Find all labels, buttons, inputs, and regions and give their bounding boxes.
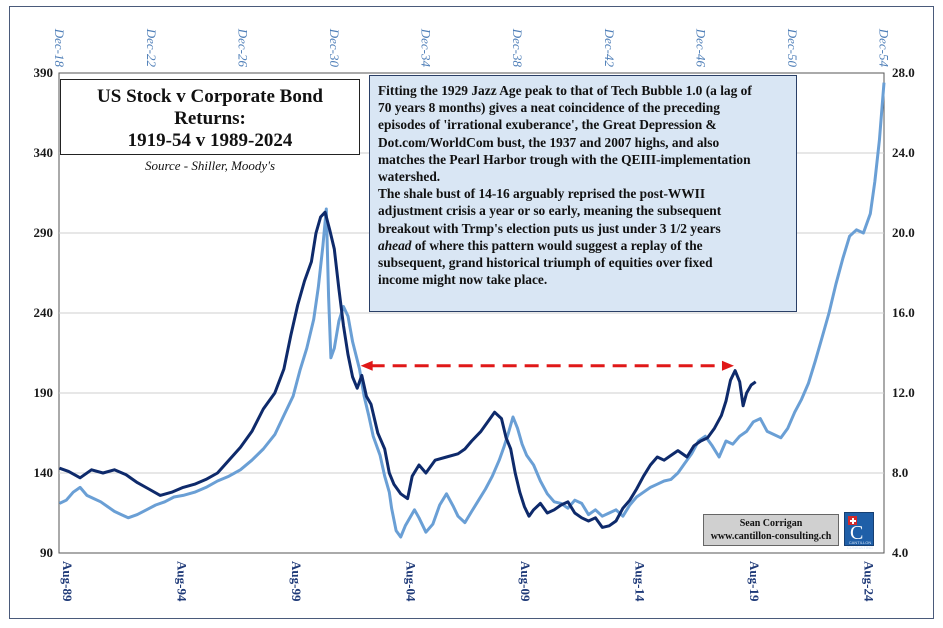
x-bottom-tick-label: Aug-04: [404, 561, 419, 602]
note-line: Dot.com/WorldCom bust, the 1937 and 2007…: [378, 134, 720, 150]
x-top-tick-label: Dec-22: [144, 28, 159, 68]
y-right-tick-label: 24.0: [892, 145, 915, 160]
chart-title-box: US Stock v Corporate Bond Returns: 1919-…: [60, 79, 360, 173]
y-right-tick-label: 16.0: [892, 305, 915, 320]
credit-name: Sean Corrigan: [739, 518, 803, 529]
series-line-light: [58, 82, 886, 539]
series-line-dark: [59, 210, 757, 529]
chart-frame: [9, 6, 934, 619]
x-top-tick-label: Dec-34: [419, 28, 434, 68]
x-bottom-tick-label: Aug-99: [289, 561, 304, 602]
arrow-head-left: [360, 360, 373, 371]
note-line: Fitting the 1929 Jazz Age peak to that o…: [378, 83, 752, 98]
note-line: 70 years 8 months) gives a neat coincide…: [378, 100, 720, 116]
x-top-tick-label: Dec-30: [327, 28, 342, 68]
cantillon-logo: C CANTILLON CONSULTING: [844, 512, 874, 550]
y-right-tick-label: 20.0: [892, 225, 915, 240]
logo-letter: C: [850, 522, 864, 544]
x-bottom-tick-label: Aug-89: [60, 561, 75, 602]
x-bottom-tick-label: Aug-19: [747, 561, 762, 602]
x-top-tick-label: Dec-42: [602, 28, 617, 68]
chart-title-line2: 1919-54 v 1989-2024: [127, 130, 293, 151]
x-top-tick-label: Dec-38: [510, 28, 525, 68]
y-left-tick-label: 340: [34, 145, 54, 160]
y-right-tick-label: 12.0: [892, 385, 915, 400]
y-right-tick-label: 28.0: [892, 65, 915, 80]
note-italic-word: ahead: [378, 237, 412, 253]
y-left-tick-label: 390: [34, 65, 54, 80]
y-right-tick-label: 4.0: [892, 545, 908, 560]
y-left-tick-label: 140: [34, 465, 54, 480]
x-top-tick-label: Dec-18: [52, 28, 67, 68]
x-top-tick-label: Dec-46: [693, 28, 708, 68]
annotation-note: Fitting the 1929 Jazz Age peak to that o…: [369, 75, 797, 312]
note-line-rest: of where this pattern would suggest a re…: [414, 237, 703, 253]
y-left-tick-label: 240: [34, 305, 54, 320]
chart-title: US Stock v Corporate Bond Returns:: [97, 86, 323, 129]
x-top-tick-label: Dec-54: [877, 28, 892, 68]
note-line: episodes of 'irrational exuberance', the…: [378, 117, 717, 133]
credit-box: Sean Corrigan www.cantillon-consulting.c…: [703, 514, 839, 546]
note-line: breakout with Trmp's election puts us ju…: [378, 220, 721, 236]
y-right-tick-label: 8.0: [892, 465, 908, 480]
y-left-tick-label: 90: [40, 545, 53, 560]
x-top-tick-label: Dec-50: [785, 28, 800, 68]
logo-text: CANTILLON CONSULTING: [847, 540, 873, 550]
y-left-tick-label: 190: [34, 385, 54, 400]
note-line: income might now take place.: [378, 272, 548, 288]
note-line: ahead of where this pattern would sugges…: [378, 237, 788, 254]
credit-url: www.cantillon-consulting.ch: [710, 531, 832, 542]
note-line: adjustment crisis a year or so early, me…: [378, 203, 722, 219]
x-top-tick-label: Dec-26: [235, 28, 250, 68]
note-line: matches the Pearl Harbor trough with the…: [378, 151, 751, 167]
x-bottom-tick-label: Aug-14: [633, 561, 648, 602]
x-bottom-tick-label: Aug-24: [862, 561, 877, 602]
y-left-tick-label: 290: [34, 225, 54, 240]
note-line: watershed.: [378, 169, 441, 185]
arrow-head-right: [721, 360, 734, 371]
swiss-cross-icon: [848, 516, 857, 525]
chart-subtitle: Source - Shiller, Moody's: [144, 158, 276, 173]
note-line: The shale bust of 14-16 arguably reprise…: [378, 186, 706, 202]
note-line: subsequent, grand historical triumph of …: [378, 255, 713, 271]
x-bottom-tick-label: Aug-09: [518, 561, 533, 602]
x-bottom-tick-label: Aug-94: [175, 561, 190, 602]
